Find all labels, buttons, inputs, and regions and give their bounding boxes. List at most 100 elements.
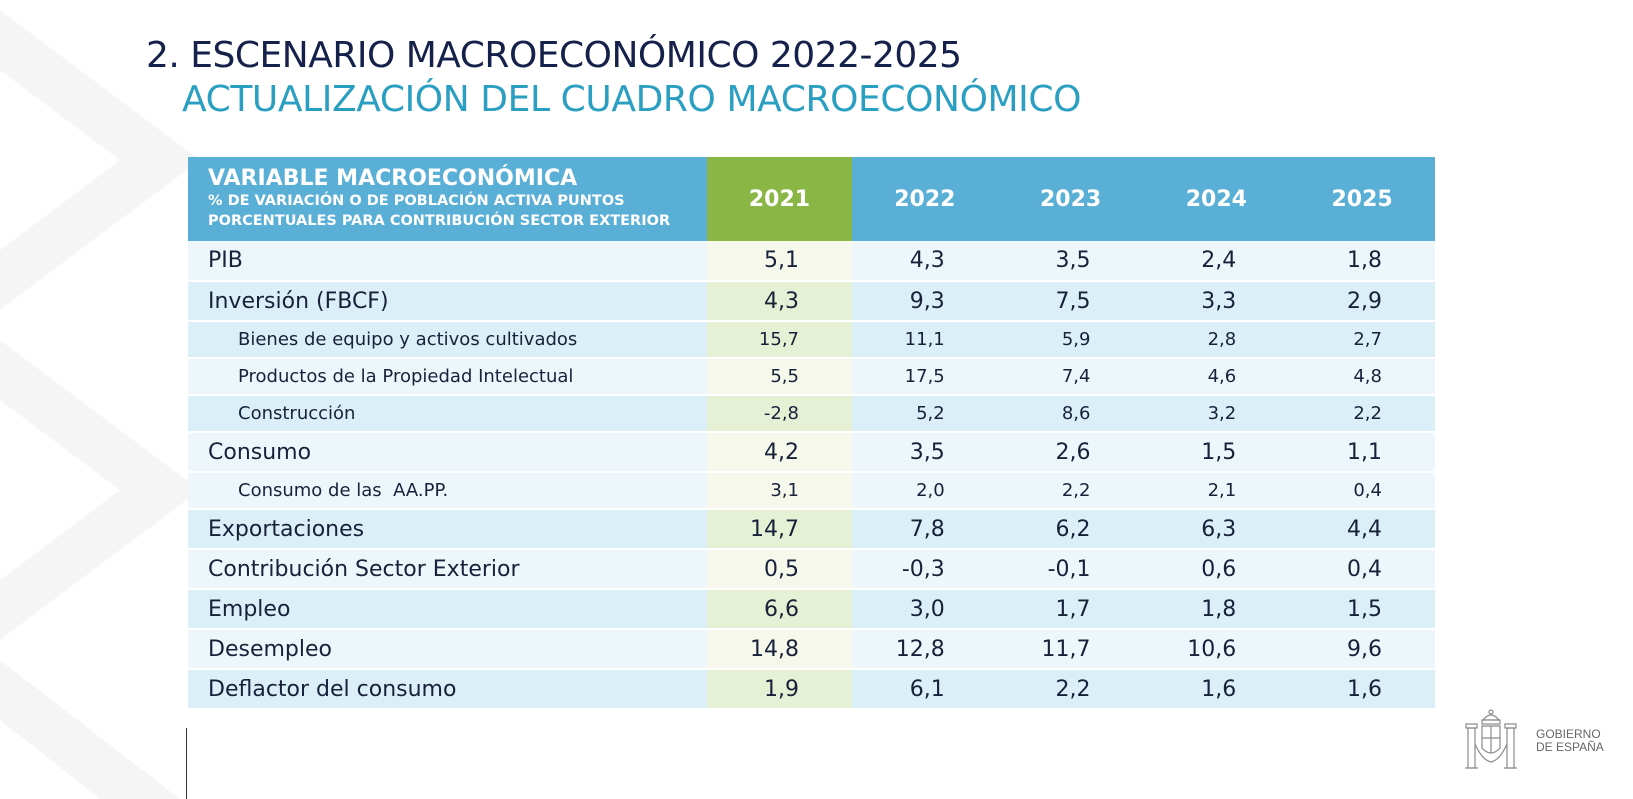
- cell-value: 11,7: [997, 629, 1144, 670]
- cell-value: 2,2: [1289, 395, 1435, 433]
- cell-value: 2,8: [1143, 321, 1290, 359]
- page-title: 2. ESCENARIO MACROECONÓMICO 2022-2025: [146, 35, 962, 76]
- cell-value: 1,1: [1289, 432, 1435, 473]
- cell-value: 1,5: [1289, 589, 1435, 630]
- table-row: Bienes de equipo y activos cultivados 15…: [188, 321, 1435, 359]
- cell-value: 5,2: [852, 395, 998, 433]
- row-label: Inversión (FBCF): [188, 281, 707, 322]
- cell-value: 4,4: [1289, 509, 1435, 550]
- macro-table: VARIABLE MACROECONÓMICA % DE VARIACIÓN O…: [188, 157, 1435, 710]
- row-label: Consumo de las AA.PP.: [188, 472, 707, 510]
- cell-value: 8,6: [997, 395, 1144, 433]
- cell-value: 9,6: [1289, 629, 1435, 670]
- cell-value: 7,5: [997, 281, 1144, 322]
- cell-value: 4,8: [1289, 358, 1435, 396]
- cell-value: 3,5: [852, 432, 998, 473]
- cell-value: 1,9: [707, 669, 852, 710]
- year-header: 2021: [707, 157, 852, 241]
- cell-value: 5,9: [997, 321, 1144, 359]
- cell-value: 6,3: [1143, 509, 1290, 550]
- cell-value: 1,8: [1289, 241, 1435, 282]
- cell-value: 3,5: [997, 241, 1144, 282]
- cell-value: 6,1: [852, 669, 998, 710]
- cell-value: 6,2: [997, 509, 1144, 550]
- table-row: Deflactor del consumo 1,9 6,1 2,2 1,6 1,…: [188, 669, 1435, 710]
- background-chevron-decoration: [0, 10, 200, 799]
- footer-divider: [186, 728, 187, 799]
- table-row: Consumo 4,2 3,5 2,6 1,5 1,1: [188, 432, 1435, 473]
- variable-header-subtitle-2: PORCENTUALES PARA CONTRIBUCIÓN SECTOR EX…: [208, 213, 671, 229]
- row-label: Empleo: [188, 589, 707, 630]
- cell-value: 5,1: [707, 241, 852, 282]
- cell-value: 1,8: [1143, 589, 1290, 630]
- cell-value: 2,2: [997, 669, 1144, 710]
- table-row: Consumo de las AA.PP. 3,1 2,0 2,2 2,1 0,…: [188, 472, 1435, 510]
- table-row: Contribución Sector Exterior 0,5 -0,3 -0…: [188, 549, 1435, 590]
- cell-value: 15,7: [707, 321, 852, 359]
- row-label: Productos de la Propiedad Intelectual: [188, 358, 707, 396]
- row-label: Exportaciones: [188, 509, 707, 550]
- year-header: 2024: [1143, 157, 1290, 241]
- cell-value: 2,4: [1143, 241, 1290, 282]
- cell-value: 9,3: [852, 281, 998, 322]
- cell-value: 1,5: [1143, 432, 1290, 473]
- cell-value: 17,5: [852, 358, 998, 396]
- variable-column-header: VARIABLE MACROECONÓMICA % DE VARIACIÓN O…: [188, 157, 707, 241]
- year-header: 2025: [1289, 157, 1435, 241]
- cell-value: -2,8: [707, 395, 852, 433]
- row-label: Construcción: [188, 395, 707, 433]
- cell-value: 4,3: [707, 281, 852, 322]
- row-label: Deflactor del consumo: [188, 669, 707, 710]
- row-label: PIB: [188, 241, 707, 282]
- table-row: Empleo 6,6 3,0 1,7 1,8 1,5: [188, 589, 1435, 630]
- year-header: 2022: [852, 157, 998, 241]
- year-header: 2023: [997, 157, 1144, 241]
- cell-value: 6,6: [707, 589, 852, 630]
- table-row: Inversión (FBCF) 4,3 9,3 7,5 3,3 2,9: [188, 281, 1435, 322]
- cell-value: 7,4: [997, 358, 1144, 396]
- row-label: Bienes de equipo y activos cultivados: [188, 321, 707, 359]
- cell-value: 4,6: [1143, 358, 1290, 396]
- cell-value: 1,6: [1289, 669, 1435, 710]
- cell-value: 12,8: [852, 629, 998, 670]
- cell-value: 5,5: [707, 358, 852, 396]
- cell-value: 7,8: [852, 509, 998, 550]
- cell-value: 3,1: [707, 472, 852, 510]
- table-row: PIB 5,1 4,3 3,5 2,4 1,8: [188, 241, 1435, 282]
- cell-value: 14,8: [707, 629, 852, 670]
- cell-value: 2,0: [852, 472, 998, 510]
- cell-value: 3,0: [852, 589, 998, 630]
- cell-value: 10,6: [1143, 629, 1290, 670]
- cell-value: 14,7: [707, 509, 852, 550]
- logo-text-line-2: DE ESPAÑA: [1536, 740, 1604, 754]
- cell-value: 2,6: [997, 432, 1144, 473]
- logo-text-line-1: GOBIERNO: [1536, 727, 1601, 741]
- cell-value: 1,6: [1143, 669, 1290, 710]
- cell-value: 4,3: [852, 241, 998, 282]
- cell-value: -0,1: [997, 549, 1144, 590]
- cell-value: 2,2: [997, 472, 1144, 510]
- table-row: Desempleo 14,8 12,8 11,7 10,6 9,6: [188, 629, 1435, 670]
- row-label: Desempleo: [188, 629, 707, 670]
- row-label: Consumo: [188, 432, 707, 473]
- table-row: Exportaciones 14,7 7,8 6,2 6,3 4,4: [188, 509, 1435, 550]
- cell-value: 0,4: [1289, 472, 1435, 510]
- cell-value: 2,9: [1289, 281, 1435, 322]
- table-header-row: VARIABLE MACROECONÓMICA % DE VARIACIÓN O…: [188, 157, 1435, 241]
- coat-of-arms-icon: [1465, 709, 1517, 769]
- cell-value: 0,4: [1289, 549, 1435, 590]
- page-subtitle: ACTUALIZACIÓN DEL CUADRO MACROECONÓMICO: [182, 79, 1082, 120]
- cell-value: 4,2: [707, 432, 852, 473]
- logo-text: GOBIERNO DE ESPAÑA: [1536, 728, 1604, 754]
- cell-value: 2,1: [1143, 472, 1290, 510]
- table-row: Productos de la Propiedad Intelectual 5,…: [188, 358, 1435, 396]
- cell-value: 0,6: [1143, 549, 1290, 590]
- gobierno-logo: GOBIERNO DE ESPAÑA: [1462, 708, 1604, 774]
- cell-value: 3,2: [1143, 395, 1290, 433]
- variable-header-subtitle-1: % DE VARIACIÓN O DE POBLACIÓN ACTIVA PUN…: [208, 193, 625, 209]
- cell-value: 2,7: [1289, 321, 1435, 359]
- cell-value: 11,1: [852, 321, 998, 359]
- variable-header-title: VARIABLE MACROECONÓMICA: [208, 166, 578, 191]
- cell-value: 0,5: [707, 549, 852, 590]
